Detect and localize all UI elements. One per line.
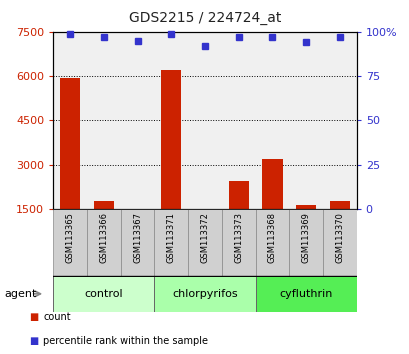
Bar	[194, 210, 215, 253]
Text: GSM113373: GSM113373	[234, 212, 243, 263]
Text: GSM113367: GSM113367	[133, 212, 142, 263]
Bar	[228, 181, 248, 253]
Text: GDS2215 / 224724_at: GDS2215 / 224724_at	[128, 11, 281, 25]
Text: GSM113365: GSM113365	[65, 212, 74, 263]
Text: GSM113366: GSM113366	[99, 212, 108, 263]
Text: control: control	[84, 289, 123, 299]
Bar	[255, 276, 356, 312]
Text: chlorpyrifos: chlorpyrifos	[172, 289, 237, 299]
Text: GSM113372: GSM113372	[200, 212, 209, 263]
Bar	[262, 159, 282, 253]
Bar	[295, 205, 315, 253]
Bar	[154, 209, 188, 276]
Text: agent: agent	[4, 289, 36, 299]
Bar	[94, 201, 114, 253]
Bar	[87, 209, 120, 276]
Bar	[289, 209, 322, 276]
Text: GSM113371: GSM113371	[166, 212, 175, 263]
Bar	[255, 209, 289, 276]
Bar	[53, 209, 87, 276]
Text: percentile rank within the sample: percentile rank within the sample	[43, 336, 207, 346]
Text: cyfluthrin: cyfluthrin	[279, 289, 332, 299]
Bar	[154, 276, 255, 312]
Text: GSM113369: GSM113369	[301, 212, 310, 263]
Bar	[60, 78, 80, 253]
Bar	[188, 209, 221, 276]
Text: GSM113368: GSM113368	[267, 212, 276, 263]
Bar	[53, 276, 154, 312]
Text: ■: ■	[29, 336, 38, 346]
Bar	[329, 201, 349, 253]
Text: ■: ■	[29, 312, 38, 322]
Bar	[120, 209, 154, 276]
Bar	[221, 209, 255, 276]
Bar	[127, 211, 147, 253]
Text: GSM113370: GSM113370	[335, 212, 344, 263]
Bar	[322, 209, 356, 276]
Text: count: count	[43, 312, 70, 322]
Bar	[161, 70, 181, 253]
